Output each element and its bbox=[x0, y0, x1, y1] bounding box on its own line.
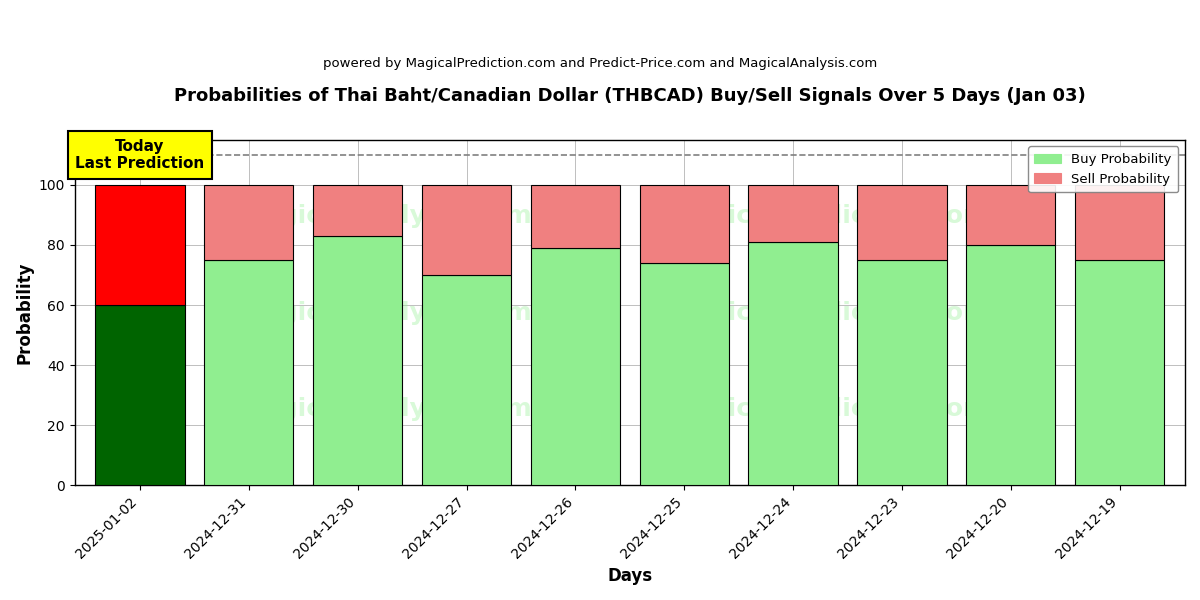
Bar bbox=[530, 185, 620, 248]
Bar bbox=[422, 185, 511, 275]
Bar bbox=[749, 185, 838, 242]
Bar bbox=[422, 275, 511, 485]
X-axis label: Days: Days bbox=[607, 567, 653, 585]
Bar bbox=[640, 263, 728, 485]
Bar bbox=[313, 185, 402, 236]
Bar bbox=[204, 185, 294, 260]
Text: MagicalAnalysis.com: MagicalAnalysis.com bbox=[239, 204, 533, 228]
Text: MagicalPrediction.com: MagicalPrediction.com bbox=[670, 301, 990, 325]
Bar bbox=[95, 185, 185, 305]
Title: Probabilities of Thai Baht/Canadian Dollar (THBCAD) Buy/Sell Signals Over 5 Days: Probabilities of Thai Baht/Canadian Doll… bbox=[174, 87, 1086, 105]
Bar bbox=[857, 260, 947, 485]
Bar bbox=[95, 305, 185, 485]
Bar bbox=[966, 185, 1056, 245]
Bar bbox=[1075, 185, 1164, 260]
Bar bbox=[204, 260, 294, 485]
Bar bbox=[640, 185, 728, 263]
Bar bbox=[966, 245, 1056, 485]
Bar bbox=[530, 248, 620, 485]
Text: MagicalAnalysis.com: MagicalAnalysis.com bbox=[239, 301, 533, 325]
Legend: Buy Probability, Sell Probability: Buy Probability, Sell Probability bbox=[1028, 146, 1178, 192]
Text: Today
Last Prediction: Today Last Prediction bbox=[76, 139, 204, 171]
Text: MagicalPrediction.com: MagicalPrediction.com bbox=[670, 397, 990, 421]
Bar bbox=[749, 242, 838, 485]
Bar bbox=[1075, 260, 1164, 485]
Bar bbox=[313, 236, 402, 485]
Text: powered by MagicalPrediction.com and Predict-Price.com and MagicalAnalysis.com: powered by MagicalPrediction.com and Pre… bbox=[323, 56, 877, 70]
Y-axis label: Probability: Probability bbox=[16, 261, 34, 364]
Bar bbox=[857, 185, 947, 260]
Text: MagicalAnalysis.com: MagicalAnalysis.com bbox=[239, 397, 533, 421]
Text: MagicalPrediction.com: MagicalPrediction.com bbox=[670, 204, 990, 228]
